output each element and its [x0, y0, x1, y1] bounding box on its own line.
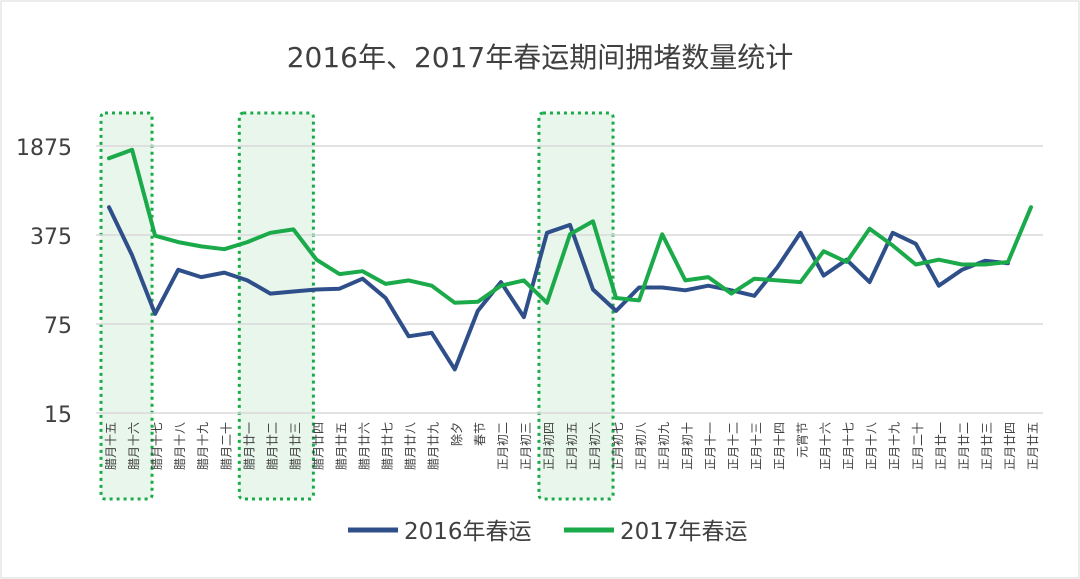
- x-tick-label: 腊月廿二: [265, 422, 279, 470]
- x-tick-label: 元宵节: [795, 422, 810, 458]
- x-tick-label: 腊月二十: [219, 422, 233, 470]
- x-tick-label: 正月二十: [911, 422, 925, 470]
- y-tick-label: 15: [44, 403, 72, 428]
- x-tick-label: 正月十七: [842, 422, 856, 470]
- x-tick-label: 腊月廿四: [311, 422, 325, 470]
- legend-label: 2017年春运: [620, 519, 748, 545]
- x-tick-label: 正月十六: [819, 422, 833, 470]
- x-tick-label: 正月廿四: [1003, 422, 1017, 470]
- series-line: [107, 205, 1010, 372]
- x-tick-label: 正月初六: [588, 422, 602, 470]
- x-tick-label: 正月廿三: [980, 422, 994, 470]
- x-tick-label: 腊月十六: [127, 422, 141, 470]
- x-tick-label: 除夕: [449, 422, 464, 446]
- legend-label: 2016年春运: [404, 519, 532, 545]
- y-tick-label: 375: [30, 225, 72, 250]
- series-line: [107, 147, 1033, 305]
- x-tick-label: 正月十一: [703, 422, 717, 470]
- x-tick-label: 正月十八: [865, 422, 879, 470]
- x-tick-label: 正月初七: [611, 422, 625, 470]
- x-tick-label: 正月初十: [680, 422, 694, 470]
- x-tick-label: 正月十九: [888, 422, 902, 470]
- x-tick-label: 腊月十五: [104, 422, 118, 470]
- x-tick-label: 正月初四: [542, 422, 556, 470]
- x-tick-label: 腊月十七: [150, 422, 164, 470]
- x-tick-label: 腊月廿七: [381, 422, 395, 470]
- x-tick-label: 腊月廿三: [288, 422, 302, 470]
- x-tick-label: 腊月廿六: [358, 422, 372, 470]
- x-tick-label: 春节: [473, 422, 487, 446]
- x-tick-label: 正月初二: [496, 422, 510, 470]
- x-tick-label: 正月廿一: [934, 422, 948, 470]
- x-tick-label: 腊月廿五: [335, 422, 349, 470]
- legend: 2016年春运 2017年春运: [348, 519, 748, 545]
- y-tick-label: 1875: [16, 136, 72, 161]
- x-tick-label: 正月初八: [634, 422, 648, 470]
- y-tick-label: 75: [44, 314, 72, 339]
- x-tick-label: 腊月廿九: [427, 422, 441, 470]
- x-tick-label: 正月初五: [565, 422, 579, 470]
- chart-title: 2016年、2017年春运期间拥堵数量统计: [287, 41, 794, 74]
- x-tick-label: 正月十二: [726, 422, 740, 470]
- x-tick-label: 正月廿二: [957, 422, 971, 470]
- x-tick-label: 正月廿五: [1026, 422, 1040, 470]
- x-tick-label: 正月十三: [749, 422, 763, 470]
- x-tick-label: 腊月廿一: [242, 422, 256, 470]
- x-tick-label: 腊月十八: [173, 422, 187, 470]
- x-tick-label: 正月十四: [772, 422, 786, 470]
- x-tick-label: 腊月十九: [196, 422, 210, 470]
- highlight-box: [237, 111, 315, 501]
- x-tick-label: 腊月廿八: [404, 422, 418, 470]
- x-tick-label: 正月初九: [657, 422, 671, 470]
- x-tick-label: 正月初三: [519, 422, 533, 470]
